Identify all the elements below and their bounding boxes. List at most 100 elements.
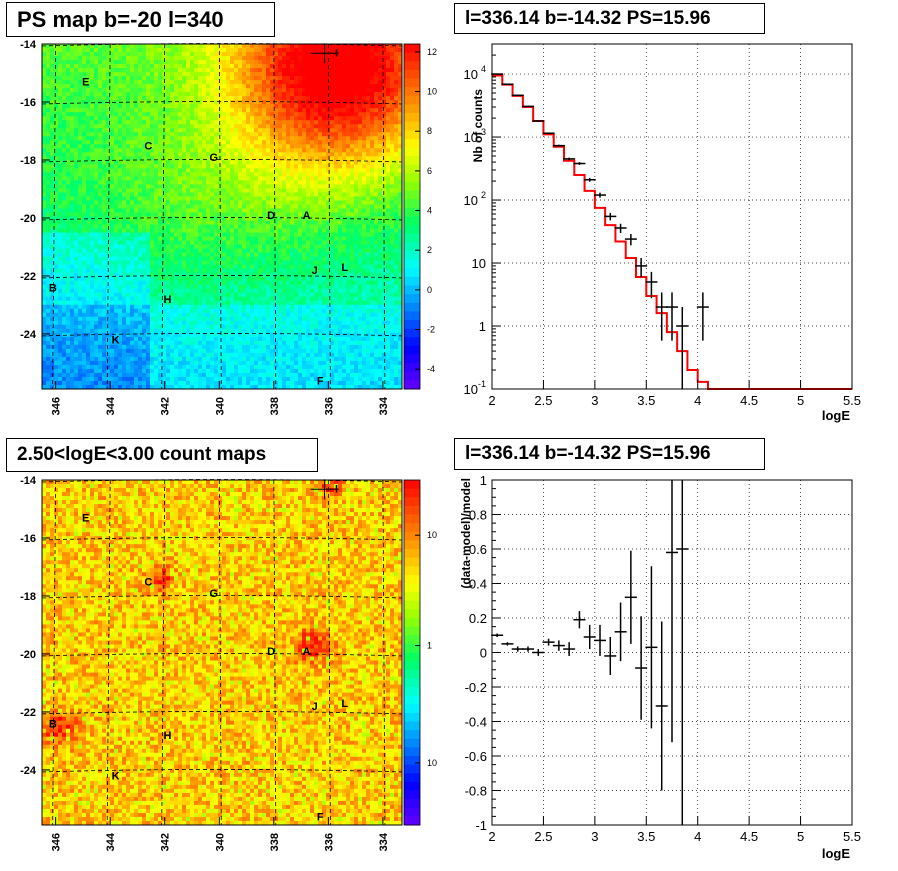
map1-cell [234,152,239,157]
map1-cell [206,232,211,237]
map1-cell [298,240,303,245]
map1-cell [306,156,311,161]
map1-cell [78,128,83,133]
map1-cell [338,148,343,153]
map1-cell [134,228,139,233]
map1-cell [390,196,395,201]
map1-cell [178,256,183,262]
map1-cell [326,136,331,141]
map1-cell [394,148,399,153]
map1-cell [106,192,111,197]
map1-cell [154,244,159,249]
map1-cell [210,140,215,145]
map1-cell [166,244,171,249]
map1-cell [286,160,291,165]
map1-cell [178,232,183,237]
map1-cell [290,236,295,241]
map1-cell [118,140,123,145]
map1-cell [362,72,367,77]
map1-cell [194,160,199,165]
map1-cell [42,120,47,125]
map1-cell [70,160,75,165]
map1-cell [178,108,183,113]
map1-cell [246,252,251,258]
map1-cell [190,144,195,149]
map1-cell [278,76,283,81]
map1-cell [394,252,399,258]
map1-cell [78,212,83,217]
map1-cell [198,76,203,81]
map1-cell [198,264,203,270]
map1-cell [390,220,395,225]
map1-cell [246,220,251,225]
map1-cell [290,196,295,201]
map1-cell [118,176,123,181]
map1-cell [338,60,343,65]
map1-cell [222,164,227,169]
map1-cell [102,256,107,262]
map1-cell [178,192,183,197]
map1-cell [74,228,79,233]
map1-cell [338,192,343,197]
map1-cell [154,204,159,209]
map1-cell [258,160,263,165]
map1-cell [286,64,291,69]
map1-cell [174,224,179,229]
map1-cell [174,56,179,61]
map1-cell [370,44,375,49]
map1-cell [210,132,215,137]
map1-cell [178,180,183,185]
map1-cell [354,196,359,201]
map1-cell [158,148,163,153]
map1-cell [374,224,379,229]
map1-cell [126,76,131,81]
map1-cell [178,228,183,233]
map1-cell [226,144,231,149]
map1-cell [150,252,155,258]
map1-cell [378,96,383,101]
map1-cell [218,88,223,93]
map1-cell [262,176,267,181]
map1-cell [366,56,371,61]
map1-cell [118,208,123,213]
map1-cell [146,200,151,205]
map1-cell [342,248,347,253]
map1-cell [162,264,167,270]
map1-cell [90,228,95,233]
map1-cell [270,184,275,189]
map1-cell [234,100,239,105]
map1-cell [378,120,383,125]
map1-cell [82,108,87,113]
map1-cell [90,112,95,117]
map1-cell [210,172,215,177]
map1-cell [342,224,347,229]
map1-cell [90,236,95,241]
map1-cell [278,168,283,173]
map1-cell [366,76,371,81]
map1-cell [154,60,159,65]
map1-cell [42,228,47,233]
map1-cell [242,164,247,169]
map1-cell [334,116,339,121]
map1-cell [334,108,339,113]
map1-cell [390,240,395,245]
map1-cell [330,168,335,173]
map1-cell [158,200,163,205]
map1-cell [162,156,167,161]
map1-cell [114,176,119,181]
map1-cell [330,244,335,249]
map1-cell [54,216,59,221]
map1-cell [54,160,59,165]
map1-cell [154,240,159,245]
map1-cell [110,128,115,133]
map1-cell [282,128,287,133]
map1-cell [370,184,375,189]
map1-cell [238,120,243,125]
map1-cell [286,140,291,145]
map1-cell [114,260,119,266]
map1-cell [274,60,279,65]
map1-cell [86,64,91,69]
map1-cell [246,212,251,217]
map1-cell [266,204,271,209]
map1-cell [166,104,171,109]
